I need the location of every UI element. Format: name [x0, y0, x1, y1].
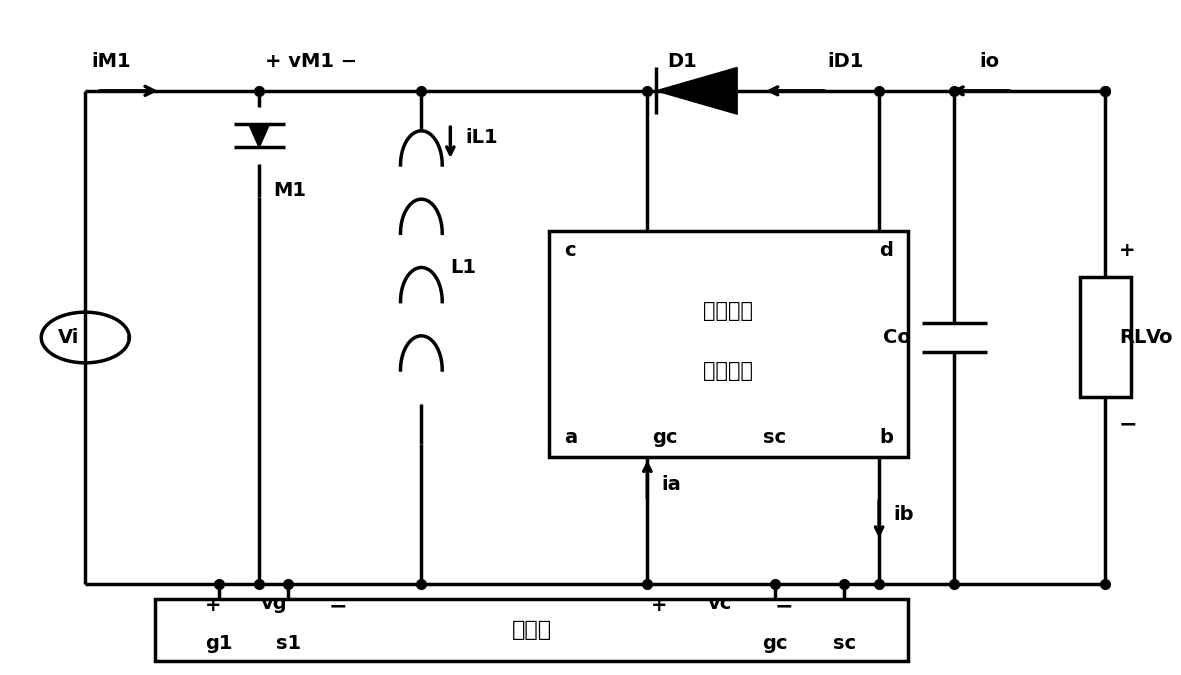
- Text: 输出电流: 输出电流: [704, 301, 753, 321]
- Text: d: d: [879, 241, 893, 260]
- Text: a: a: [563, 429, 578, 448]
- Text: −: −: [775, 596, 794, 616]
- Text: 控制器: 控制器: [511, 620, 552, 640]
- Text: ia: ia: [661, 475, 681, 493]
- Text: M1: M1: [273, 182, 306, 200]
- Text: sc: sc: [833, 634, 856, 653]
- Text: gc: gc: [762, 634, 788, 653]
- Text: b: b: [879, 429, 893, 448]
- Text: c: c: [563, 241, 575, 260]
- Text: vc: vc: [709, 594, 732, 613]
- Text: Vo: Vo: [1146, 328, 1173, 347]
- Text: iD1: iD1: [827, 52, 863, 71]
- Text: 补偿支路: 补偿支路: [704, 361, 753, 381]
- Text: iL1: iL1: [465, 128, 498, 147]
- Bar: [155, 599, 908, 661]
- Text: Vi: Vi: [58, 328, 79, 347]
- Text: D1: D1: [667, 52, 697, 71]
- Text: +: +: [651, 596, 667, 615]
- Text: vg: vg: [261, 594, 287, 613]
- Text: −: −: [1120, 414, 1137, 434]
- Text: Co: Co: [882, 328, 911, 347]
- Text: +: +: [204, 596, 221, 615]
- Polygon shape: [657, 68, 737, 114]
- Text: sc: sc: [763, 429, 787, 448]
- Text: ib: ib: [893, 505, 914, 524]
- Bar: [1079, 277, 1130, 398]
- Polygon shape: [249, 124, 269, 148]
- Text: s1: s1: [275, 634, 301, 653]
- Text: −: −: [328, 596, 347, 616]
- Text: RL: RL: [1120, 328, 1147, 347]
- Text: +: +: [1120, 242, 1135, 261]
- Text: iM1: iM1: [91, 52, 131, 71]
- Bar: [549, 231, 908, 458]
- Text: gc: gc: [652, 429, 678, 448]
- Text: L1: L1: [450, 258, 476, 277]
- Text: + vM1 −: + vM1 −: [265, 52, 357, 71]
- Text: g1: g1: [204, 634, 233, 653]
- Text: io: io: [979, 52, 999, 71]
